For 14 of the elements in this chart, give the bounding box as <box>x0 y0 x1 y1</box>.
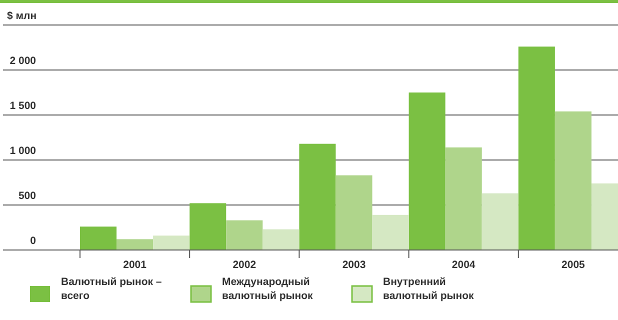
y-tick-label: 500 <box>18 190 36 202</box>
legend-label: Международный валютный рынок <box>222 276 314 302</box>
x-tick-label: 2002 <box>232 259 256 271</box>
x-tick-label: 2004 <box>452 259 476 271</box>
y-tick-label: 1 500 <box>10 100 36 112</box>
x-tick-label: 2003 <box>342 259 366 271</box>
y-axis-title: $ млн <box>7 10 37 22</box>
legend-label: Валютный рынок – всего <box>61 276 162 302</box>
x-tick-label: 2005 <box>562 259 586 271</box>
legend-label: Внутренний валютный рынок <box>383 276 474 302</box>
y-tick-label: 0 <box>30 235 36 247</box>
y-tick-label: 1 000 <box>10 145 36 157</box>
x-tick-label: 2001 <box>123 259 147 271</box>
y-tick-label: 2 000 <box>10 55 36 67</box>
